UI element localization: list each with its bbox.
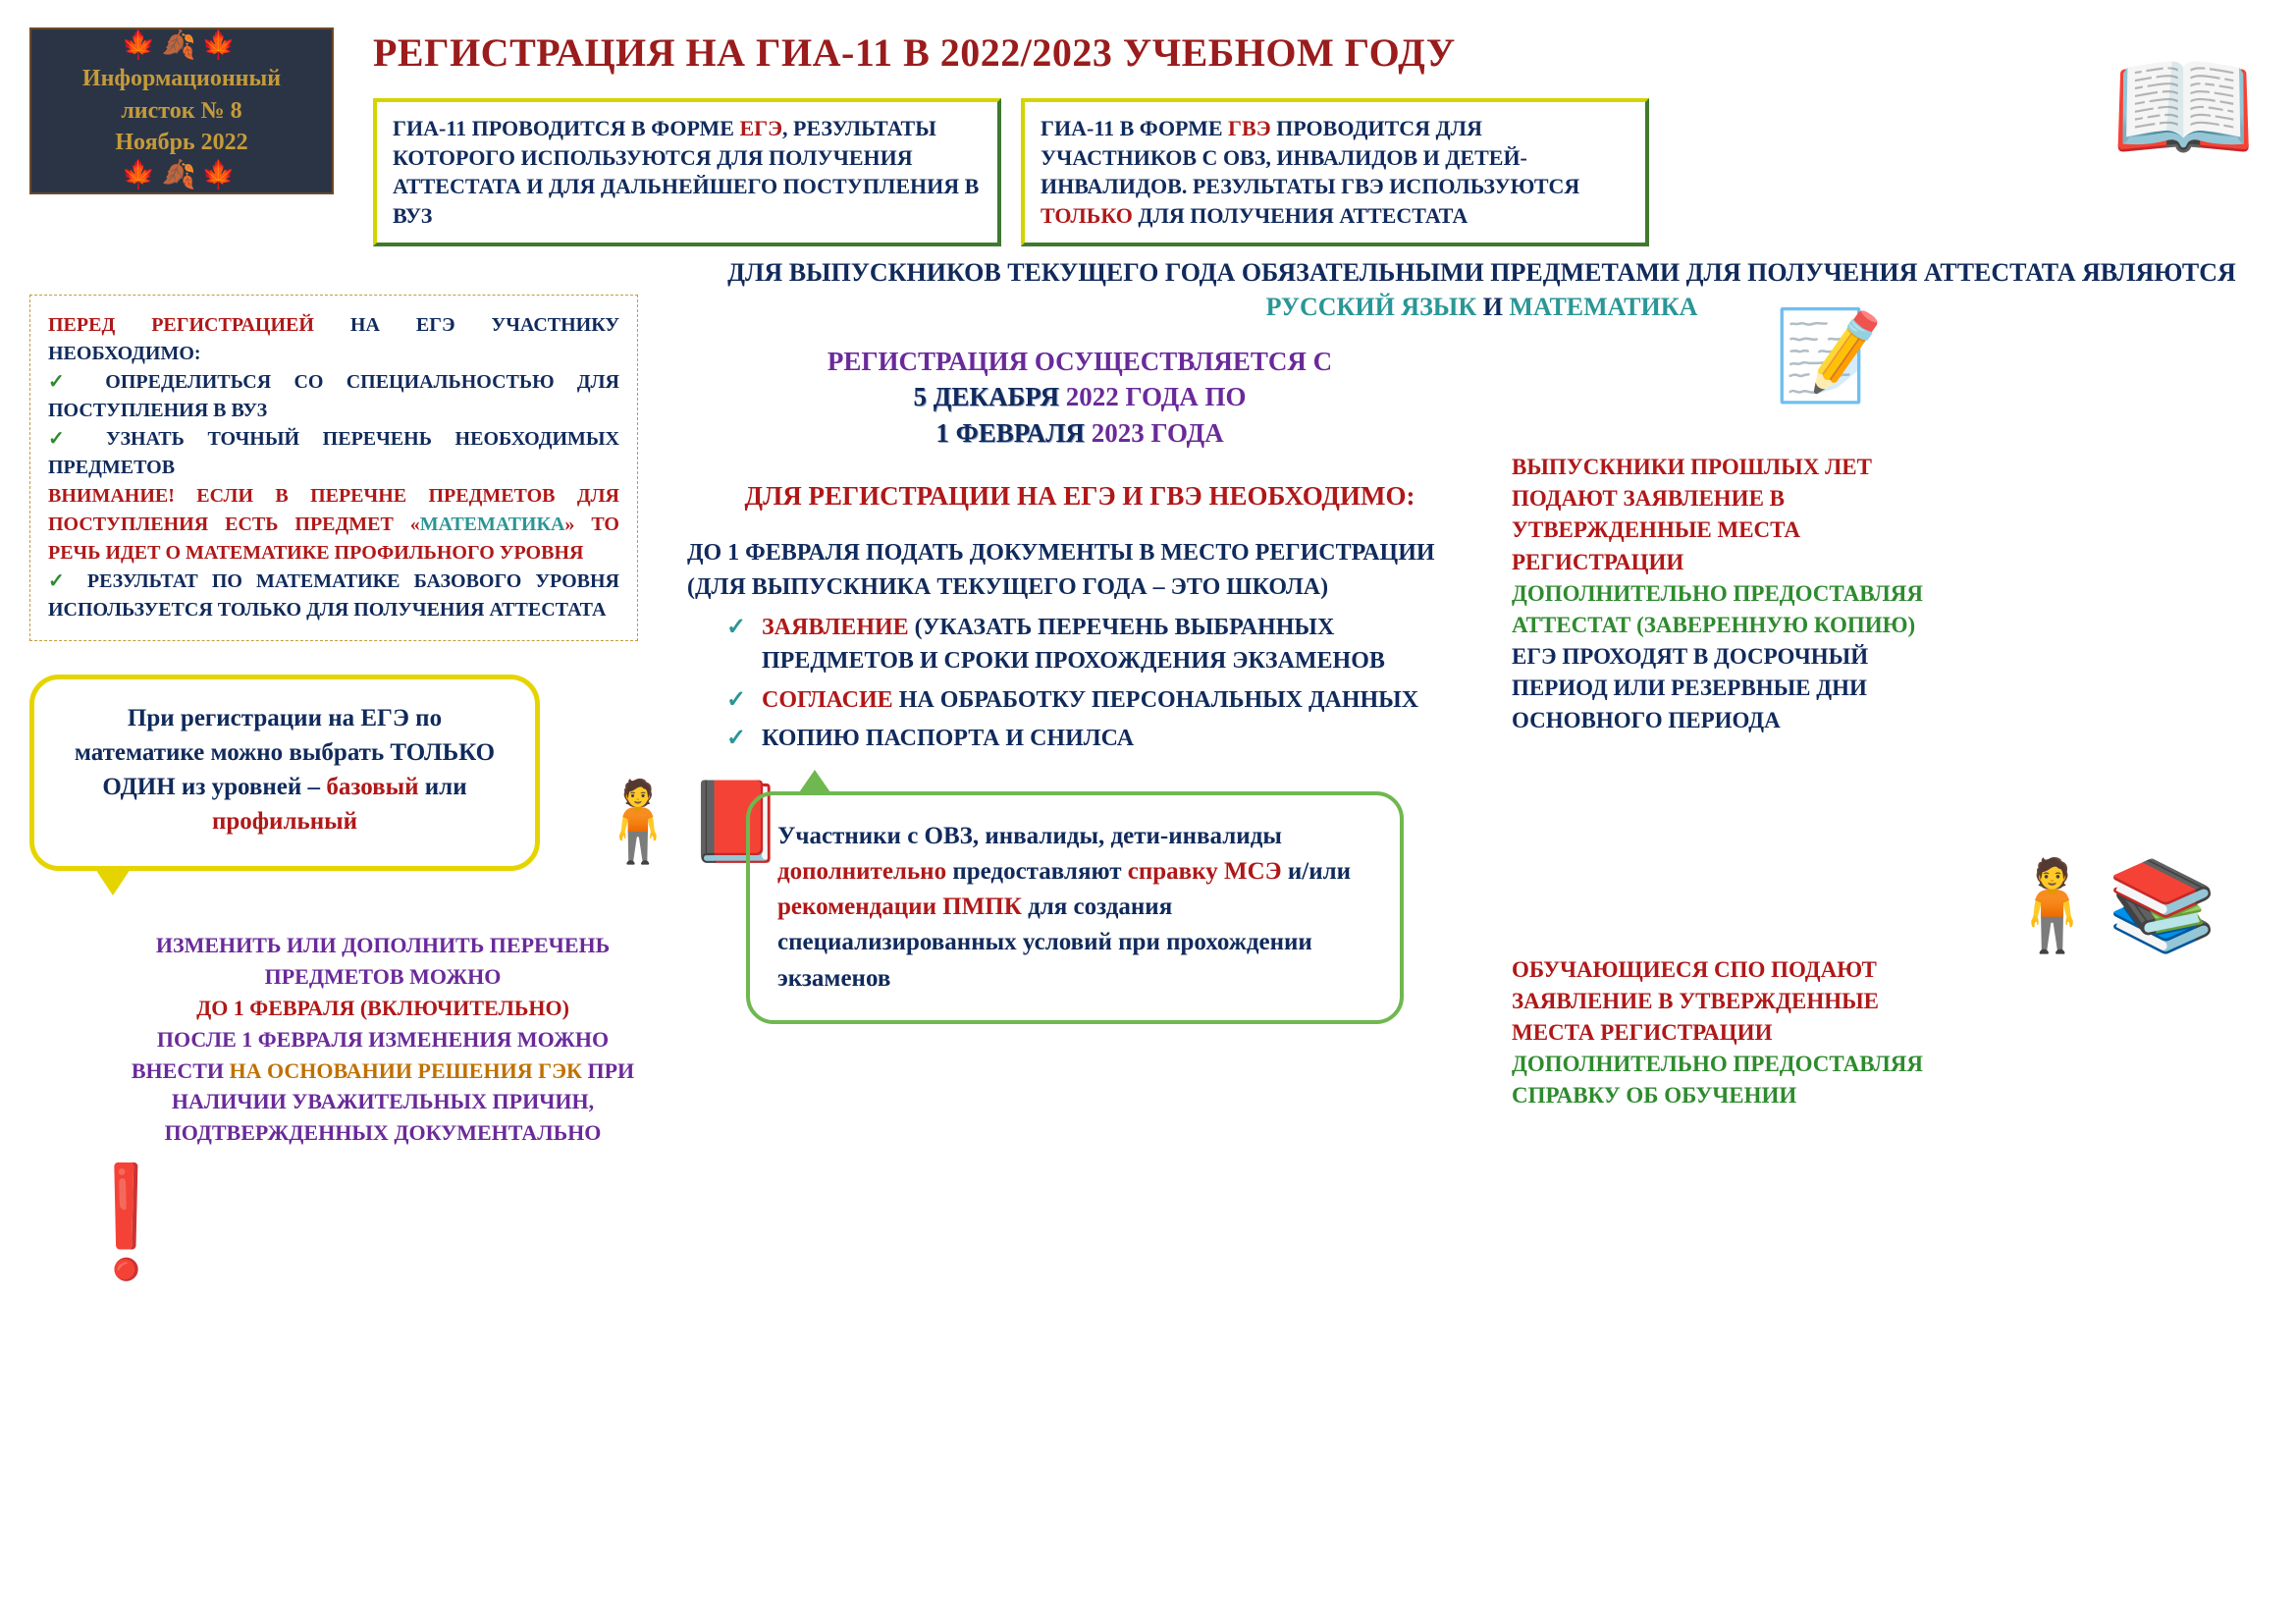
page-title: РЕГИСТРАЦИЯ НА ГИА-11 В 2022/2023 УЧЕБНО… — [373, 29, 2100, 76]
right-column: ВЫПУСКНИКИ ПРОШЛЫХ ЛЕТ ПОДАЮТ ЗАЯВЛЕНИЕ … — [1512, 295, 1934, 1144]
spo-students-block: ОБУЧАЮЩИЕСЯ СПО ПОДАЮТ ЗАЯВЛЕНИЕ В УТВЕР… — [1512, 954, 1934, 1112]
registration-doc-list: ЗАЯВЛЕНИЕ (УКАЗАТЬ ПЕРЕЧЕНЬ ВЫБРАННЫХ ПР… — [726, 612, 1472, 755]
list-item: КОПИЮ ПАСПОРТА И СНИЛСА — [726, 723, 1472, 756]
change-deadline-block: ИЗМЕНИТЬ ИЛИ ДОПОЛНИТЬ ПЕРЕЧЕНЬ ПРЕДМЕТО… — [29, 930, 638, 1149]
left-column: ПЕРЕД РЕГИСТРАЦИЕЙ НА ЕГЭ УЧАСТНИКУ НЕОБ… — [29, 295, 638, 1149]
math-level-callout: При регистрации на ЕГЭ по математике мож… — [29, 675, 540, 871]
registration-need-intro: ДО 1 ФЕВРАЛЯ ПОДАТЬ ДОКУМЕНТЫ В МЕСТО РЕ… — [687, 536, 1472, 605]
past-graduates-block: ВЫПУСКНИКИ ПРОШЛЫХ ЛЕТ ПОДАЮТ ЗАЯВЛЕНИЕ … — [1512, 452, 1934, 736]
ovz-callout: Участники с ОВЗ, инвалиды, дети-инвалиды… — [746, 791, 1404, 1024]
badge-line1: Информационный — [31, 63, 332, 94]
check-icon: ✓ — [48, 570, 87, 592]
sitting-reader-icon: 🧍📚 — [1998, 854, 2217, 957]
issue-badge: Информационный листок № 8 Ноябрь 2022 — [29, 27, 334, 194]
registration-need-title: ДЛЯ РЕГИСТРАЦИИ НА ЕГЭ И ГВЭ НЕОБХОДИМО: — [687, 478, 1472, 514]
pre-registration-box: ПЕРЕД РЕГИСТРАЦИЕЙ НА ЕГЭ УЧАСТНИКУ НЕОБ… — [29, 295, 638, 641]
check-icon: ✓ — [48, 428, 106, 450]
badge-line2: листок № 8 — [31, 95, 332, 127]
exclamation-icon: ❗ — [59, 1159, 193, 1285]
center-column: РЕГИСТРАЦИЯ ОСУЩЕСТВЛЯЕТСЯ С 5 ДЕКАБРЯ 2… — [687, 255, 1472, 1024]
top-boxes: ГИА-11 ПРОВОДИТСЯ В ФОРМЕ ЕГЭ, РЕЗУЛЬТАТ… — [373, 98, 1649, 246]
check-icon: ✓ — [48, 371, 105, 393]
registration-period: РЕГИСТРАЦИЯ ОСУЩЕСТВЛЯЕТСЯ С 5 ДЕКАБРЯ 2… — [687, 344, 1472, 451]
book-icon: 📖 — [2110, 39, 2257, 177]
info-sheet: Информационный листок № 8 Ноябрь 2022 📖 … — [0, 0, 2296, 1624]
badge-line3: Ноябрь 2022 — [31, 127, 332, 158]
topbox-gve: ГИА-11 В ФОРМЕ ГВЭ ПРОВОДИТСЯ ДЛЯ УЧАСТН… — [1021, 98, 1649, 246]
list-item: СОГЛАСИЕ НА ОБРАБОТКУ ПЕРСОНАЛЬНЫХ ДАННЫ… — [726, 684, 1472, 718]
list-item: ЗАЯВЛЕНИЕ (УКАЗАТЬ ПЕРЕЧЕНЬ ВЫБРАННЫХ ПР… — [726, 612, 1472, 677]
topbox-ege: ГИА-11 ПРОВОДИТСЯ В ФОРМЕ ЕГЭ, РЕЗУЛЬТАТ… — [373, 98, 1001, 246]
